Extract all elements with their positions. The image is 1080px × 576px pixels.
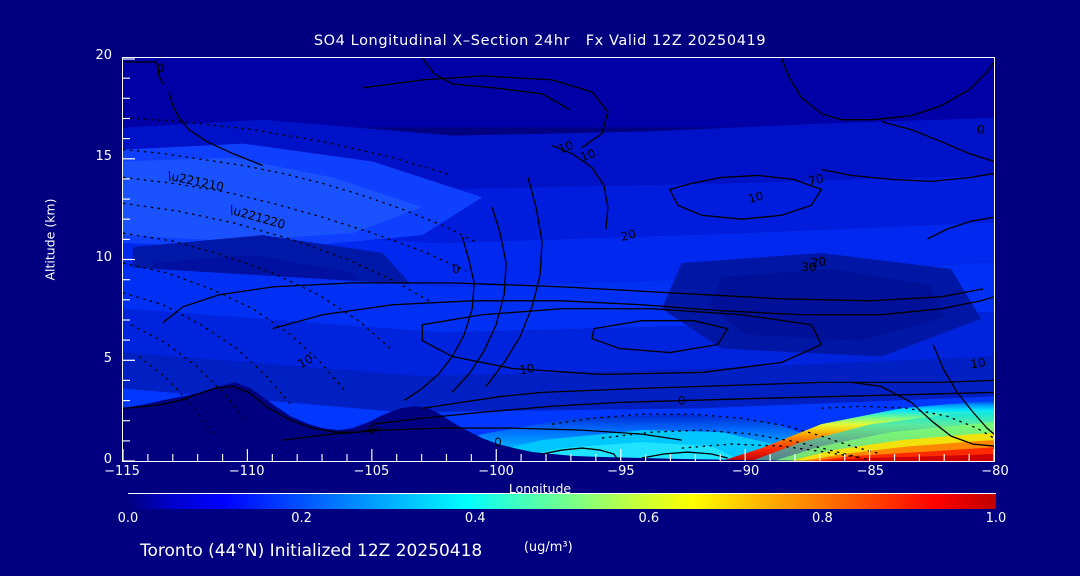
colorbar-units-label: (ug/m³) <box>0 525 1080 570</box>
ytick-label-5: 5 <box>103 351 112 366</box>
svg-text:10: 10 <box>295 352 315 371</box>
colorbar-gradient <box>128 493 996 509</box>
colorbar-tick-1: 0.2 <box>291 511 312 526</box>
svg-text:0: 0 <box>678 393 686 407</box>
colorbar-tick-0: 0.0 <box>117 511 139 526</box>
xtick-label--90: −90 <box>731 464 760 479</box>
xtick-label--100: −100 <box>478 464 514 479</box>
svg-text:10: 10 <box>518 361 535 377</box>
svg-text:10: 10 <box>970 355 987 371</box>
ytick-label-15: 15 <box>95 149 112 164</box>
svg-text:10: 10 <box>556 138 575 156</box>
xtick-label--95: −95 <box>607 464 635 479</box>
svg-text:10: 10 <box>579 146 598 164</box>
plot-area: 0 \u221210 \u221220 0 10 10 0 0 10 10 20… <box>122 57 995 462</box>
svg-text:0: 0 <box>157 61 165 75</box>
colorbar <box>128 493 996 509</box>
cross-section-plot: 0 \u221210 \u221220 0 10 10 0 0 10 10 20… <box>123 58 994 461</box>
xtick-label--110: −110 <box>228 464 265 479</box>
dashed-contour-lines <box>123 117 994 461</box>
svg-text:10: 10 <box>747 189 765 207</box>
x-axis-label: Longitude <box>508 481 572 496</box>
chart-title: SO4 Longitudinal X–Section 24hr Fx Valid… <box>313 33 767 49</box>
colorbar-units-text: (ug/m³) <box>523 540 573 555</box>
xtick-label--105: −105 <box>353 464 390 479</box>
colorbar-tick-4: 0.8 <box>812 511 833 526</box>
figure-caption: Toronto (44°N) Initialized 12Z 20250418 <box>140 541 483 561</box>
terrain-mask <box>123 382 994 461</box>
ytick-label-20: 20 <box>95 48 112 63</box>
axis-ticks <box>123 58 994 461</box>
svg-text:20: 20 <box>810 254 827 269</box>
svg-text:0: 0 <box>452 262 460 276</box>
contour-lines <box>123 58 994 461</box>
colorbar-tick-2: 0.4 <box>464 511 486 526</box>
svg-text:0: 0 <box>367 423 375 437</box>
svg-text:0: 0 <box>977 123 985 137</box>
xtick-label--115: −115 <box>104 464 140 479</box>
colorbar-tick-3: 0.6 <box>638 511 660 526</box>
xtick-label--85: −85 <box>856 464 885 479</box>
ytick-label-10: 10 <box>95 250 112 265</box>
ytick-label-0: 0 <box>103 452 112 467</box>
svg-text:70: 70 <box>807 171 825 188</box>
y-axis-label: Altitude (km) <box>42 198 58 281</box>
svg-text:0: 0 <box>494 435 502 449</box>
colorbar-tick-5: 1.0 <box>985 511 1007 526</box>
svg-text:20: 20 <box>619 227 637 244</box>
svg-text:30: 30 <box>801 260 816 274</box>
xtick-label--80: −80 <box>981 464 1009 479</box>
